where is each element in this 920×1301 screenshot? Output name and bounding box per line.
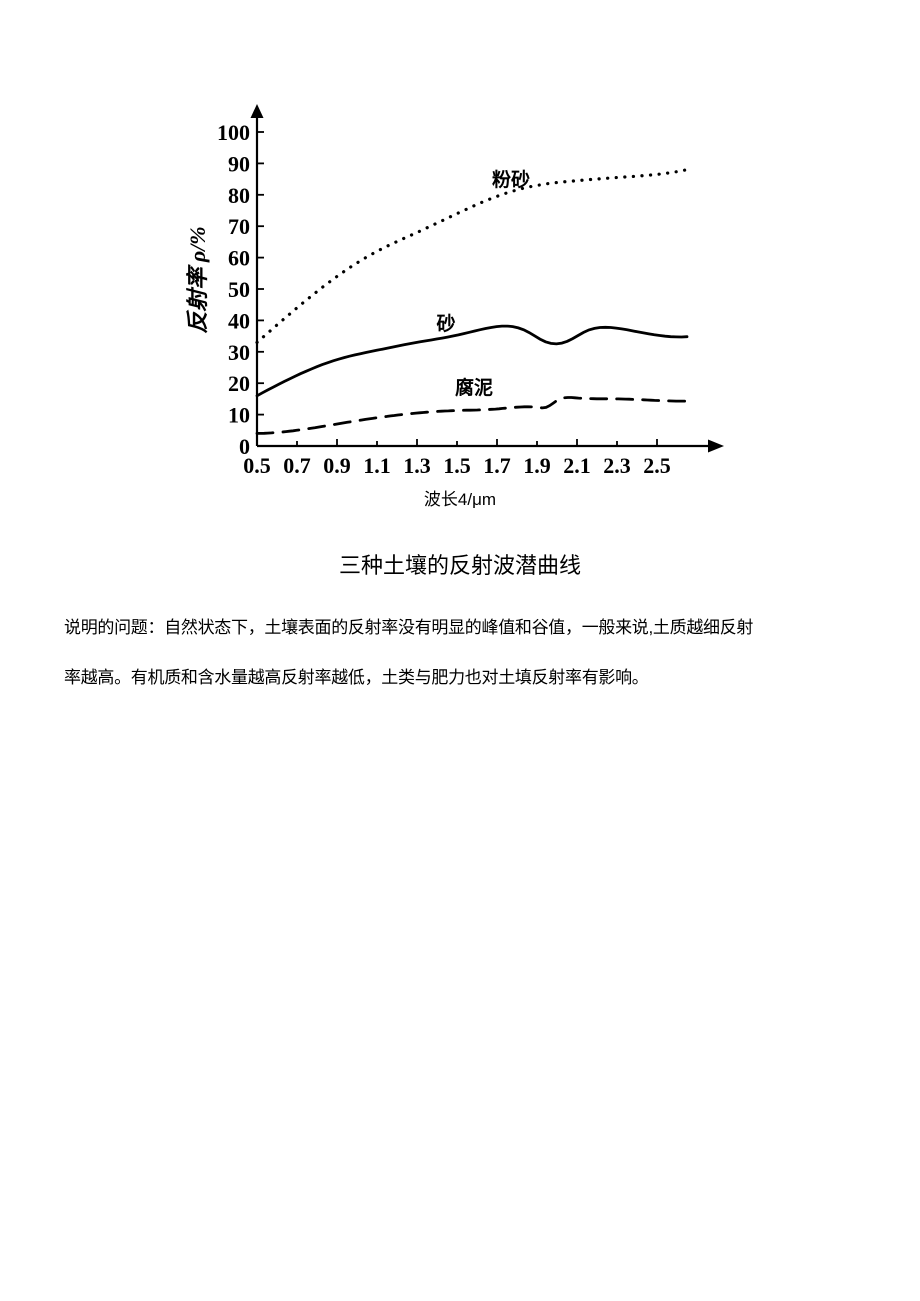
svg-text:10: 10 <box>228 403 250 428</box>
svg-text:0.7: 0.7 <box>283 453 311 478</box>
svg-text:2.3: 2.3 <box>603 453 631 478</box>
svg-text:20: 20 <box>228 371 250 396</box>
svg-text:1.1: 1.1 <box>363 453 391 478</box>
svg-text:60: 60 <box>228 246 250 271</box>
svg-text:80: 80 <box>228 183 250 208</box>
svg-text:0.5: 0.5 <box>243 453 271 478</box>
svg-text:1.5: 1.5 <box>443 453 471 478</box>
svg-text:100: 100 <box>217 120 250 145</box>
svg-text:1.9: 1.9 <box>523 453 551 478</box>
svg-text:腐泥: 腐泥 <box>455 376 493 399</box>
svg-text:反射率 ρ/%: 反射率 ρ/% <box>185 226 210 333</box>
svg-text:40: 40 <box>228 308 250 333</box>
svg-text:90: 90 <box>228 151 250 176</box>
svg-text:50: 50 <box>228 277 250 302</box>
svg-text:砂: 砂 <box>436 313 455 335</box>
svg-text:1.7: 1.7 <box>483 453 511 478</box>
svg-text:2.1: 2.1 <box>563 453 591 478</box>
svg-text:0.9: 0.9 <box>323 453 351 478</box>
svg-text:30: 30 <box>228 340 250 365</box>
svg-text:70: 70 <box>228 214 250 239</box>
svg-text:粉砂: 粉砂 <box>492 168 530 191</box>
svg-text:2.5: 2.5 <box>643 453 671 478</box>
svg-text:1.3: 1.3 <box>403 453 431 478</box>
